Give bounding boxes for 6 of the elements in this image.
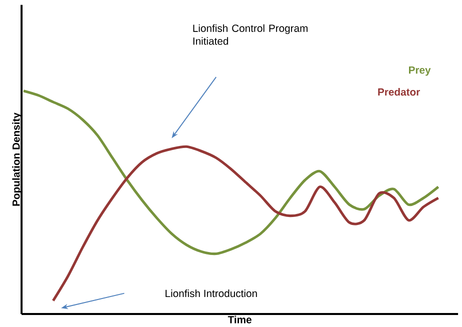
y-axis-title: Population Density xyxy=(12,112,22,206)
text: Lionfish Control Program Initiated xyxy=(193,24,308,45)
x-axis-title: Time xyxy=(228,316,252,324)
text: Predator xyxy=(378,88,420,96)
annotation: Lionfish Introduction xyxy=(166,290,257,298)
text: Prey xyxy=(409,66,431,76)
